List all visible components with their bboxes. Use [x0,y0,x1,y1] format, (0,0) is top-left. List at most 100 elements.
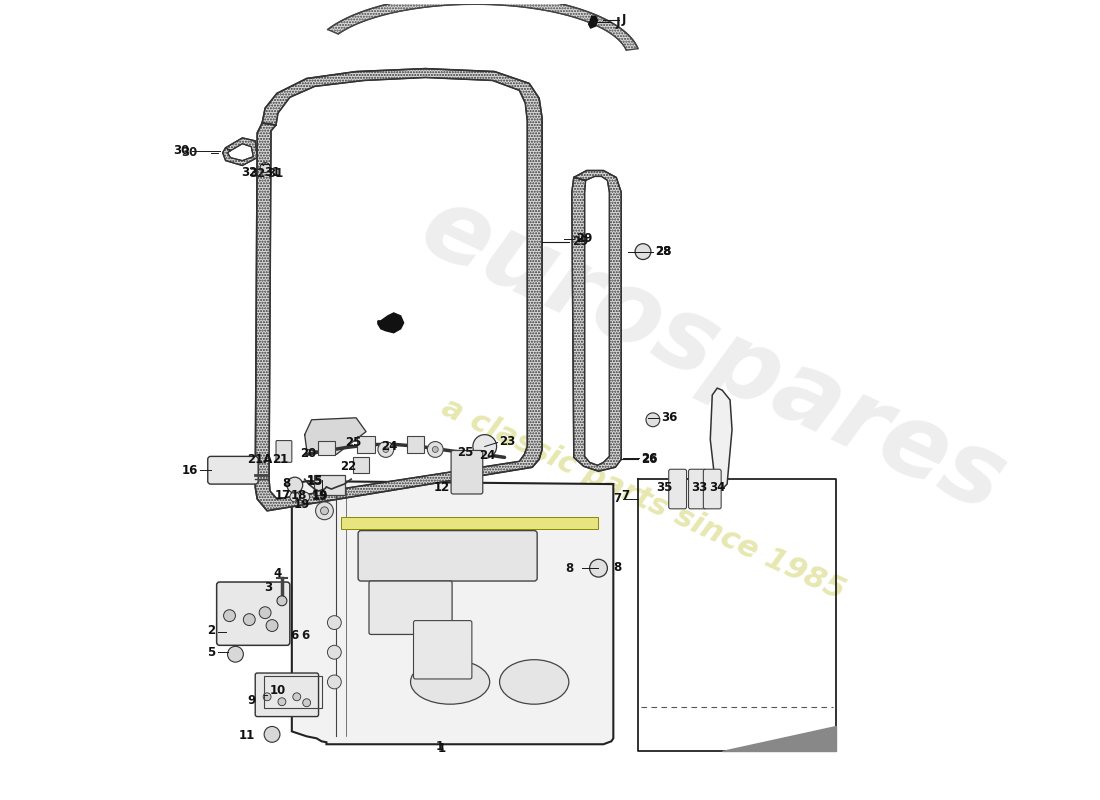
FancyBboxPatch shape [208,456,258,484]
Polygon shape [588,16,597,28]
Text: 6: 6 [290,629,298,642]
Text: 30: 30 [182,146,198,159]
Text: 26: 26 [641,452,658,465]
Circle shape [223,610,235,622]
Text: 28: 28 [654,245,671,258]
Ellipse shape [499,660,569,704]
Circle shape [383,446,388,453]
Circle shape [635,244,651,259]
FancyBboxPatch shape [314,475,345,495]
Text: 8: 8 [283,477,290,490]
Circle shape [287,477,303,493]
Circle shape [378,442,394,458]
FancyBboxPatch shape [318,441,336,455]
Circle shape [590,559,607,577]
Circle shape [290,492,299,502]
Text: 5: 5 [208,646,216,658]
Circle shape [278,698,286,706]
Polygon shape [328,0,638,50]
Text: 6: 6 [301,629,310,642]
Text: 18: 18 [290,490,307,502]
Text: eurospares: eurospares [405,178,1020,533]
Text: 9: 9 [248,694,255,707]
FancyBboxPatch shape [217,582,290,646]
Circle shape [428,442,443,458]
Polygon shape [723,726,836,751]
Text: 25: 25 [344,436,361,449]
Text: 31: 31 [267,167,283,180]
Polygon shape [378,313,404,333]
Polygon shape [222,138,257,166]
Text: J: J [615,16,620,29]
FancyBboxPatch shape [359,530,537,581]
Text: 1: 1 [437,740,444,753]
Circle shape [264,726,280,742]
Circle shape [320,507,329,514]
Circle shape [277,596,287,606]
Text: 1: 1 [438,742,447,754]
Text: 4: 4 [274,566,282,580]
Text: 7: 7 [621,490,629,502]
Text: 21: 21 [273,453,289,466]
Polygon shape [305,418,366,454]
FancyBboxPatch shape [358,436,375,454]
FancyBboxPatch shape [255,673,319,717]
Text: 15: 15 [307,474,322,488]
Text: 28: 28 [654,245,671,258]
Text: 29: 29 [572,235,588,248]
Text: 21A: 21A [246,453,272,466]
Text: 11: 11 [239,729,255,742]
Circle shape [228,646,243,662]
FancyBboxPatch shape [368,581,452,634]
Text: J: J [621,13,626,26]
Text: 19: 19 [311,490,328,502]
Text: 19: 19 [311,490,328,503]
Circle shape [432,446,438,453]
Circle shape [473,434,496,458]
Circle shape [299,492,309,502]
Text: 34: 34 [710,481,725,494]
Text: 3: 3 [264,582,272,594]
Text: 2: 2 [208,624,216,637]
Text: 25: 25 [456,446,473,459]
Text: 36: 36 [661,411,678,424]
Text: 24: 24 [478,449,495,462]
Text: 15: 15 [307,474,322,486]
Circle shape [263,693,271,701]
FancyBboxPatch shape [451,450,483,494]
Circle shape [646,413,660,426]
Circle shape [328,616,341,630]
Text: 8: 8 [614,561,622,574]
Text: 17: 17 [275,490,290,502]
Text: 8: 8 [565,562,574,574]
Circle shape [293,693,300,701]
Circle shape [243,614,255,626]
Text: 29: 29 [575,232,592,246]
FancyBboxPatch shape [689,470,706,509]
Circle shape [316,502,333,520]
FancyBboxPatch shape [276,441,292,462]
Text: 23: 23 [499,435,516,448]
Circle shape [328,675,341,689]
Polygon shape [711,388,732,489]
Ellipse shape [410,660,490,704]
Text: a classic parts since 1985: a classic parts since 1985 [437,393,849,606]
Text: 7: 7 [613,493,621,506]
Text: 35: 35 [657,481,673,494]
FancyBboxPatch shape [414,621,472,679]
FancyBboxPatch shape [407,436,425,454]
FancyBboxPatch shape [703,470,722,509]
FancyBboxPatch shape [669,470,686,509]
FancyBboxPatch shape [341,517,598,529]
Circle shape [266,620,278,631]
Circle shape [302,698,310,706]
Text: 33: 33 [691,481,707,494]
Text: 30: 30 [174,144,190,158]
Text: 10: 10 [271,684,286,698]
Text: 16: 16 [182,464,198,477]
Circle shape [260,606,271,618]
Text: 31: 31 [264,166,280,179]
Text: 22: 22 [340,460,356,473]
Text: 12: 12 [433,481,450,494]
Text: 32: 32 [241,166,257,179]
